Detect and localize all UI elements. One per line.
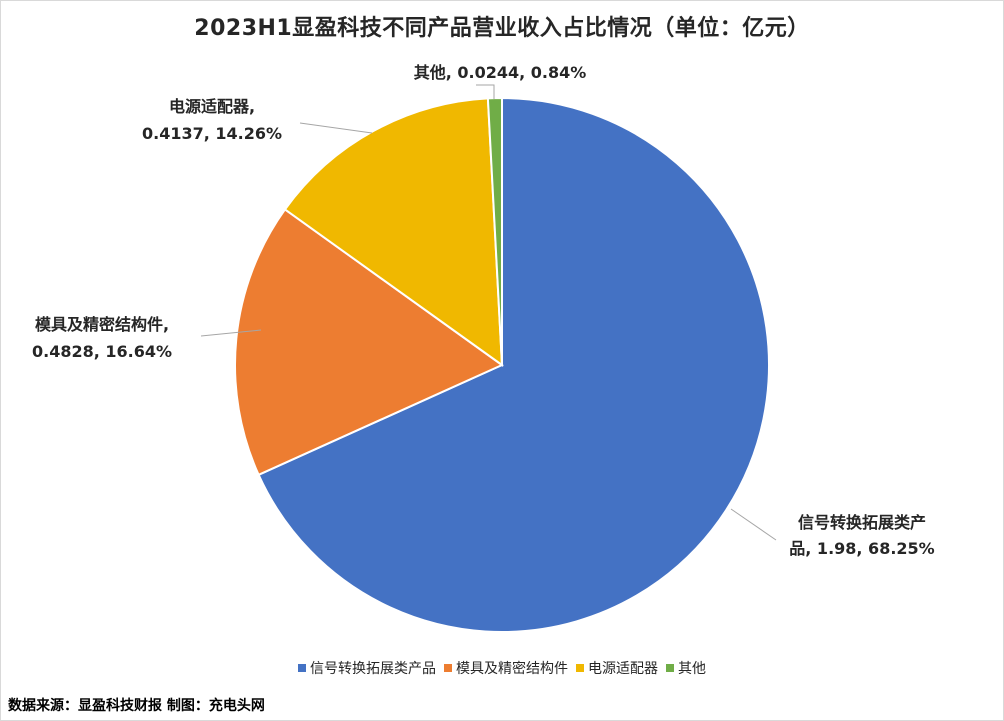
legend-label-molds-structural: 模具及精密结构件: [456, 661, 568, 677]
pie-slice-other: [486, 96, 503, 366]
pie-slice-signal-conversion: [257, 96, 770, 633]
data-label-signal-conversion: 信号转换拓展类产品, 1.98, 68.25%: [789, 513, 934, 558]
leader-line-other: [476, 84, 495, 99]
legend-item-signal-conversion: 信号转换拓展类产品: [298, 658, 436, 678]
leader-line-molds-structural: [200, 329, 262, 337]
chart-legend: 信号转换拓展类产品 模具及精密结构件 电源适配器 其他: [0, 658, 1004, 678]
legend-item-molds-structural: 模具及精密结构件: [444, 658, 568, 678]
legend-swatch-molds-structural: [444, 664, 452, 672]
data-label-molds-structural: 模具及精密结构件, 0.4828, 16.64%: [32, 315, 172, 361]
chart-title: 2023H1显盈科技不同产品营业收入占比情况（单位：亿元）: [194, 16, 810, 41]
leader-line-power-adapter: [299, 122, 373, 134]
legend-swatch-other: [666, 664, 674, 672]
legend-swatch-signal-conversion: [298, 664, 306, 672]
legend-item-power-adapter: 电源适配器: [576, 658, 658, 678]
data-label-other: 其他, 0.0244, 0.84%: [414, 63, 587, 82]
legend-label-other: 其他: [678, 661, 706, 677]
pie-slice-molds-structural: [234, 208, 504, 477]
legend-label-signal-conversion: 信号转换拓展类产品: [310, 661, 436, 677]
legend-swatch-power-adapter: [576, 664, 584, 672]
leader-line-signal-conversion: [730, 508, 777, 541]
legend-item-other: 其他: [666, 658, 706, 678]
data-label-power-adapter: 电源适配器, 0.4137, 14.26%: [142, 97, 282, 143]
legend-label-power-adapter: 电源适配器: [588, 661, 658, 677]
pie-slice-power-adapter: [283, 97, 504, 368]
source-note: 数据来源：显盈科技财报 制图：充电头网: [8, 698, 265, 714]
